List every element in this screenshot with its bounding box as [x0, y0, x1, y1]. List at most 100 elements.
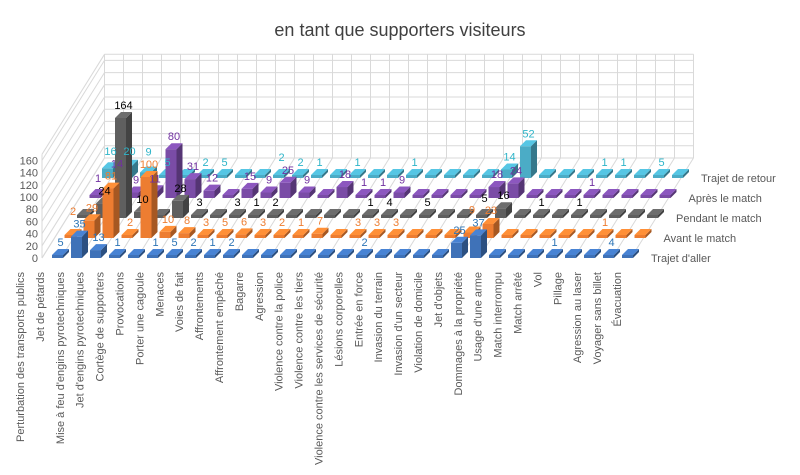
data-label: 1 — [152, 237, 158, 249]
bar-top — [299, 249, 316, 255]
bar-top — [457, 209, 474, 215]
bar-side — [601, 209, 607, 218]
bar — [299, 255, 310, 258]
bar — [197, 235, 209, 238]
data-label: 18 — [491, 169, 503, 181]
data-label: 8 — [184, 215, 190, 227]
data-label: 2 — [297, 157, 303, 169]
bar-top — [292, 229, 310, 235]
data-label: 28 — [174, 183, 186, 195]
bar — [203, 190, 215, 198]
bar-top — [128, 249, 145, 255]
data-label: 1 — [601, 157, 607, 169]
x-tick-label: Cortège de supporters — [95, 272, 107, 382]
bar — [267, 215, 278, 218]
left-wall-gridline — [41, 96, 105, 198]
y-tick-label: 20 — [26, 241, 38, 253]
data-label: 1 — [576, 197, 582, 209]
x-tick-label: Violence contre les tiers — [294, 272, 306, 389]
bar — [254, 175, 265, 178]
bar — [242, 255, 253, 258]
bar-side — [158, 249, 164, 258]
y-tick-label: 160 — [20, 155, 38, 167]
series-label: Avant le match — [664, 233, 737, 245]
data-label: 5 — [424, 197, 430, 209]
bar — [337, 255, 348, 258]
bar — [444, 175, 455, 178]
bar — [172, 200, 183, 218]
bar-side — [335, 209, 341, 218]
bar-top — [254, 229, 272, 235]
x-tick-label: Violence contre les services de sécurité — [314, 272, 326, 465]
bar-side — [512, 163, 518, 178]
bar-side — [474, 169, 480, 178]
bar-side — [550, 229, 557, 238]
bar — [432, 255, 443, 258]
bar-side — [563, 209, 569, 218]
bar-side — [588, 229, 595, 238]
series-apr-s-le-match — [89, 143, 677, 198]
bar — [602, 195, 614, 198]
bar-top — [147, 249, 164, 255]
bar — [305, 215, 316, 218]
bar — [197, 175, 208, 178]
bar — [495, 208, 506, 218]
left-wall-gridline — [41, 108, 105, 210]
bar-top — [596, 229, 614, 235]
bar — [159, 174, 170, 178]
bar — [450, 195, 462, 198]
bar-top — [565, 249, 582, 255]
bar-top — [280, 249, 297, 255]
bar — [311, 233, 323, 238]
bar-top — [628, 209, 645, 215]
bar — [470, 235, 481, 258]
bar-top — [349, 229, 367, 235]
bar — [286, 215, 297, 218]
bar-side — [576, 249, 582, 258]
bar-side — [82, 230, 88, 258]
series-label: Pendant le match — [676, 213, 762, 225]
bar-top — [355, 189, 373, 195]
series-pendant-le-match — [77, 111, 664, 218]
bar-side — [487, 208, 493, 218]
bar-top — [260, 186, 278, 193]
bar-side — [360, 229, 367, 238]
bar-side — [309, 186, 316, 198]
bar — [210, 215, 221, 218]
bar-top — [425, 169, 442, 175]
bar-side — [430, 208, 436, 218]
bar-top — [254, 169, 271, 175]
bar — [318, 255, 329, 258]
bar — [229, 215, 240, 218]
bar-top — [526, 189, 544, 195]
bar-side — [252, 182, 259, 198]
bar-top — [393, 186, 411, 193]
bar — [216, 234, 228, 238]
x-tick-label: Provocations — [115, 272, 127, 336]
bar — [273, 235, 285, 238]
bar — [356, 255, 367, 258]
data-label: 1 — [354, 157, 360, 169]
bar — [463, 175, 474, 178]
bar-side — [215, 249, 221, 258]
data-label: 5 — [481, 193, 487, 205]
bar-side — [594, 189, 601, 198]
bar — [185, 255, 196, 258]
bar-side — [556, 189, 563, 198]
bar — [368, 235, 380, 238]
data-label: 16 — [497, 190, 509, 202]
bar-top — [248, 209, 265, 215]
bar-top — [603, 249, 620, 255]
bar-side — [271, 186, 278, 198]
x-tick-label: Match interrompu — [493, 272, 505, 358]
bar — [375, 255, 386, 258]
bar-side — [683, 169, 689, 178]
bar-side — [481, 229, 487, 258]
bar-side — [633, 249, 639, 258]
data-label: 9 — [304, 175, 310, 187]
data-label: 12 — [206, 173, 218, 185]
bar — [640, 195, 652, 198]
x-tick-label: Évacuation — [611, 272, 624, 326]
bar — [324, 215, 335, 218]
